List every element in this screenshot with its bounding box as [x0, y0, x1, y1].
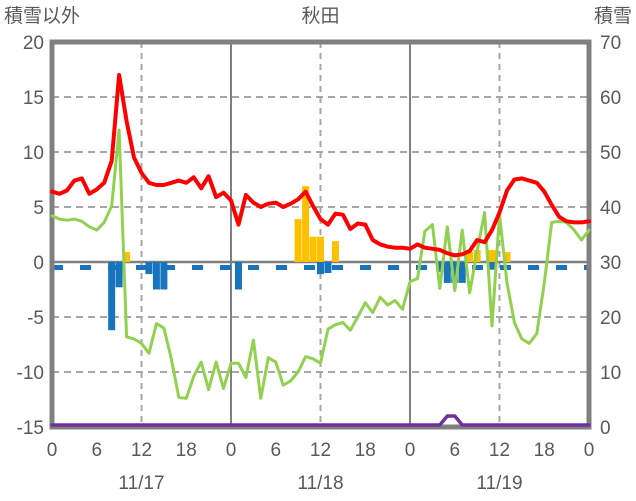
orange-bar	[466, 252, 474, 262]
left-axis-tick: -15	[17, 418, 44, 439]
red-line	[50, 73, 591, 258]
plot-frame	[49, 39, 592, 430]
right-axis-tick: 30	[600, 253, 621, 274]
blue-bar	[451, 262, 459, 283]
blue-bar	[115, 262, 123, 288]
blue-bar	[324, 262, 332, 273]
x-axis-tick: 12	[489, 440, 510, 461]
chart-title: 秋田	[301, 6, 340, 27]
date-label: 11/18	[297, 473, 343, 494]
left-axis-tick: 15	[23, 88, 44, 109]
blue-bar	[443, 262, 451, 283]
blue-bar	[458, 262, 466, 283]
blue-bar	[488, 262, 496, 270]
blue-bar	[436, 262, 444, 272]
orange-bar	[503, 252, 511, 262]
x-axis-tick: 18	[176, 440, 197, 461]
right-axis-tick: 50	[600, 143, 621, 164]
orange-bar	[317, 236, 324, 262]
x-axis-tick: 6	[91, 440, 102, 461]
x-axis-tick: 0	[405, 440, 416, 461]
right-axis-tick: 10	[600, 363, 621, 384]
orange-bar	[331, 241, 339, 262]
x-axis-tick: 6	[449, 440, 460, 461]
right-axis-tick: 70	[600, 33, 621, 54]
left-axis-title: 積雪以外	[4, 6, 81, 27]
orange-bar	[294, 219, 302, 262]
left-axis-tick: 0	[33, 253, 44, 274]
right-axis-tick: 20	[600, 308, 621, 329]
blue-bar	[160, 262, 168, 290]
right-axis-tick: 0	[600, 418, 611, 439]
orange-bar	[309, 236, 317, 262]
left-axis-tick: 10	[23, 143, 44, 164]
orange-bar	[123, 252, 131, 262]
left-axis-tick: 5	[33, 198, 44, 219]
x-axis-tick: 18	[534, 440, 555, 461]
right-axis-tick: 60	[600, 88, 621, 109]
blue-bar	[317, 262, 324, 275]
blue-bar	[145, 262, 153, 275]
left-axis-tick: 20	[23, 33, 44, 54]
x-axis-tick: 12	[131, 440, 152, 461]
x-axis-tick: 6	[270, 440, 281, 461]
x-axis-tick: 18	[355, 440, 376, 461]
date-label: 11/17	[118, 473, 164, 494]
blue-bar	[108, 262, 116, 331]
x-axis-tick: 12	[310, 440, 331, 461]
left-axis-tick: -5	[27, 308, 44, 329]
right-axis-tick: 40	[600, 198, 621, 219]
right-axis-title: 積雪	[593, 6, 632, 27]
orange-bar	[302, 186, 310, 262]
date-label: 11/19	[476, 473, 522, 494]
orange-bar	[488, 249, 496, 262]
x-axis-tick: 0	[226, 440, 237, 461]
blue-bar	[234, 262, 242, 290]
purple-line	[50, 414, 591, 427]
left-axis-tick: -10	[17, 363, 44, 384]
blue-bar	[152, 262, 160, 290]
x-axis-tick: 0	[47, 440, 58, 461]
x-axis-tick: 0	[584, 440, 595, 461]
